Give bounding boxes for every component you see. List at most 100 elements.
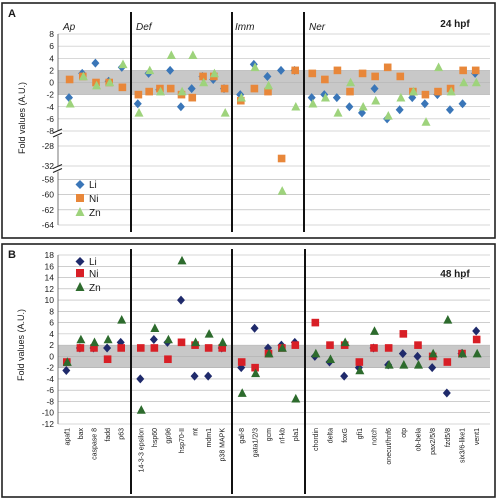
ytick-label-b: 4 [49, 329, 54, 339]
point-a-ni [134, 90, 143, 99]
point-b-ni [311, 318, 320, 327]
point-a-ni [220, 84, 229, 93]
category-label: pla1 [293, 428, 300, 441]
point-b-zn [264, 348, 274, 358]
legend-ni-a: Ni [89, 194, 98, 205]
point-b-ni [291, 341, 300, 349]
ytick-label-a: -4 [46, 102, 54, 112]
point-a-ni [383, 63, 392, 72]
point-b-li [250, 323, 259, 333]
point-b-zn [384, 360, 394, 369]
point-b-zn [177, 255, 187, 265]
point-a-li [91, 58, 100, 68]
point-b-ni [164, 355, 172, 364]
point-b-zn [428, 348, 438, 358]
point-a-ni [459, 66, 467, 75]
point-a-li [345, 102, 354, 112]
legend-ni-marker-a [76, 194, 84, 202]
ytick-label-b: 2 [49, 340, 54, 350]
category-label: gcm [266, 428, 273, 441]
point-b-zn [90, 337, 99, 347]
point-b-zn [237, 388, 247, 397]
point-a-ni [166, 84, 175, 93]
point-b-ni [237, 358, 246, 366]
point-b-zn [326, 354, 335, 364]
ytick-label-a: -62 [42, 205, 55, 215]
point-b-ni [472, 335, 481, 344]
point-a-li [307, 93, 316, 103]
point-a-zn [383, 111, 393, 120]
ytick-label-a: 6 [49, 41, 54, 51]
panel-b-points [62, 255, 482, 414]
point-b-ni [204, 344, 213, 352]
ytick-label-a: 0 [49, 78, 54, 88]
point-a-zn [408, 86, 418, 96]
category-label: gata1/2/3 [253, 428, 260, 457]
point-b-ni [399, 330, 408, 338]
point-b-ni [443, 358, 452, 366]
ytick-label-b: 8 [49, 306, 54, 316]
point-a-zn [199, 77, 209, 87]
panel-a-points [65, 50, 481, 195]
point-b-li [442, 388, 451, 398]
point-a-li [395, 105, 404, 115]
point-a-li [187, 84, 196, 94]
axis-break-mark-a [52, 163, 63, 174]
point-a-ni [321, 75, 329, 84]
point-a-li [332, 93, 341, 103]
point-a-ni [145, 87, 153, 96]
category-label: delta [328, 428, 335, 443]
category-label: 14-3-3 epsilon [138, 428, 145, 472]
point-b-ni [117, 344, 125, 352]
legend-li-a: Li [89, 180, 97, 191]
point-a-ni [199, 72, 207, 81]
point-a-zn [220, 108, 230, 117]
point-b-ni [370, 344, 378, 352]
legend-ni-b: Ni [89, 269, 98, 280]
point-a-ni [434, 87, 442, 96]
category-label: apaf1 [64, 428, 71, 446]
point-b-ni [251, 363, 259, 372]
ytick-label-b: -8 [46, 396, 54, 406]
point-a-li [408, 93, 417, 103]
point-a-zn [250, 62, 260, 72]
legend-zn-a: Zn [89, 208, 101, 219]
panel-a-frame [1, 2, 496, 239]
ytick-label-b: -4 [46, 374, 54, 384]
ytick-label-a: -58 [42, 175, 55, 185]
point-a-zn [371, 95, 381, 105]
point-a-zn [421, 117, 431, 126]
point-b-zn [76, 334, 86, 344]
point-a-li [277, 65, 285, 75]
point-b-zn [399, 360, 409, 369]
point-a-zn [291, 101, 301, 111]
point-a-zn [65, 98, 75, 108]
ytick-label-a: 2 [49, 65, 54, 75]
ytick-label-a: -2 [46, 90, 54, 100]
point-a-ni [118, 83, 127, 92]
point-b-zn [355, 365, 365, 375]
point-a-zn [236, 92, 246, 102]
category-label: pax2/5/8 [430, 428, 437, 455]
panel-b-stage: 48 hpf [440, 269, 470, 280]
point-a-zn [333, 108, 343, 117]
point-b-zn [311, 348, 321, 358]
point-b-li [413, 351, 422, 361]
point-a-zn [434, 62, 444, 72]
point-a-zn [396, 92, 406, 102]
point-b-zn [103, 334, 113, 344]
point-a-zn [459, 77, 469, 87]
category-label: mt [193, 428, 200, 436]
point-a-zn [156, 86, 166, 96]
category-label: mdm1 [206, 428, 213, 448]
point-a-ni [396, 72, 405, 81]
ytick-label-b: 10 [45, 295, 55, 305]
point-a-zn [358, 101, 368, 111]
panel-b-frame [1, 243, 496, 498]
point-b-ni [414, 341, 422, 349]
point-b-zn [277, 343, 287, 352]
category-label: hsp70-II [179, 428, 186, 453]
point-b-zn [370, 326, 379, 335]
point-a-zn [446, 86, 456, 96]
point-a-zn [166, 50, 176, 60]
